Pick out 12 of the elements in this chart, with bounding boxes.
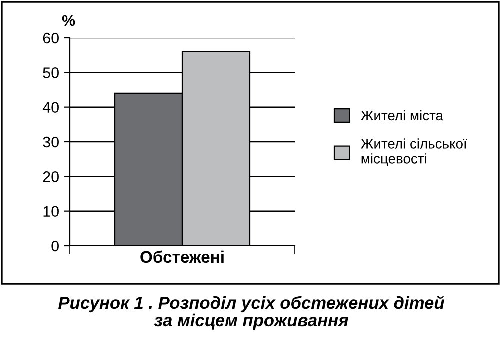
y-tick-label: 0 — [52, 240, 59, 252]
y-tick-label: 60 — [43, 32, 59, 44]
y-tick-label: 50 — [43, 68, 59, 78]
y-tick-label: 10 — [44, 206, 59, 218]
y-tick-label: 40 — [42, 102, 59, 114]
text: Рисунок 1 . Розподіл усіх обстежених дітей за місцем проживання — [58, 296, 444, 330]
y-tick-label: 20 — [43, 172, 59, 182]
legend-label: Жителі сільської місцевості — [361, 138, 468, 166]
y-tick-label: 30 — [43, 136, 59, 148]
x-tick-label: Обстежені — [140, 250, 224, 264]
legend-label: Жителі міста — [361, 110, 444, 121]
y-axis-title: % — [62, 15, 76, 26]
